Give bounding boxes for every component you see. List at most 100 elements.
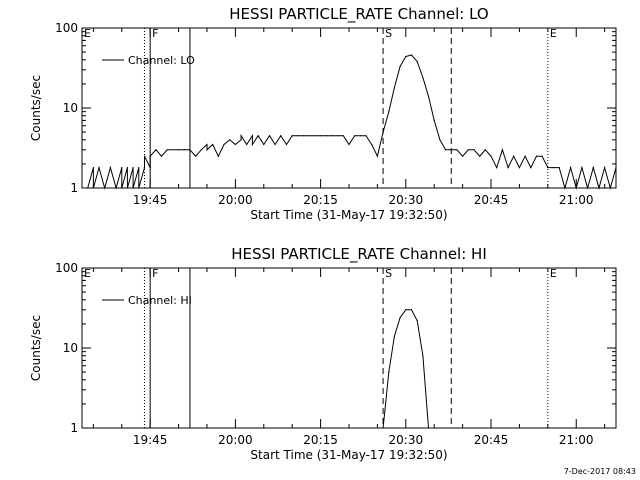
data-point	[371, 143, 373, 146]
data-point	[405, 55, 407, 58]
data-point	[195, 155, 197, 157]
data-point	[274, 143, 276, 146]
data-point	[450, 149, 452, 151]
data-point	[183, 149, 185, 151]
data-point	[92, 167, 94, 169]
data-point	[604, 167, 606, 169]
series-line	[382, 309, 429, 429]
y-tick-label: 10	[63, 341, 78, 355]
y-tick-label: 1	[70, 421, 78, 435]
data-point	[132, 187, 134, 189]
y-tick-label: 100	[55, 21, 78, 35]
data-point	[552, 167, 555, 169]
x-tick-label: 20:45	[474, 433, 509, 447]
event-marker-label: F	[152, 267, 158, 280]
y-axis-title: Counts/sec	[29, 75, 43, 141]
data-point	[427, 95, 430, 97]
event-marker-label: S	[385, 27, 392, 40]
x-tick-label: 19:45	[133, 433, 168, 447]
data-point	[467, 149, 469, 151]
data-point	[473, 149, 475, 151]
legend-label: Channel: LO	[128, 54, 195, 67]
data-point	[427, 427, 430, 429]
data-point	[206, 143, 208, 146]
data-point	[166, 149, 168, 151]
chart-title: HESSI PARTICLE_RATE Channel: HI	[231, 245, 487, 264]
data-point	[348, 143, 350, 146]
data-point	[456, 149, 458, 151]
data-point	[206, 149, 208, 151]
data-point	[518, 167, 521, 169]
x-axis-title: Start Time (31-May-17 19:32:50)	[250, 208, 447, 222]
data-point	[496, 167, 498, 169]
data-point	[240, 139, 242, 141]
data-point	[138, 187, 140, 189]
data-point	[149, 167, 151, 169]
event-marker-label: E	[550, 27, 557, 40]
data-point	[160, 155, 163, 157]
data-point	[121, 167, 123, 169]
data-point	[587, 187, 589, 189]
data-point	[439, 139, 441, 141]
data-point	[445, 149, 447, 151]
timestamp-label: 7-Dec-2017 08:43	[564, 467, 636, 476]
x-tick-label: 20:30	[389, 193, 424, 207]
x-tick-label: 20:30	[389, 433, 424, 447]
data-point	[115, 187, 117, 189]
x-tick-label: 20:15	[303, 433, 338, 447]
data-point	[399, 317, 401, 319]
data-point	[342, 135, 344, 137]
data-point	[109, 167, 111, 169]
plot-frame	[81, 267, 617, 429]
x-tick-label: 21:00	[559, 193, 594, 207]
data-point	[581, 167, 583, 169]
data-point	[382, 427, 384, 429]
data-point	[303, 135, 305, 137]
data-point	[263, 143, 265, 146]
data-point	[155, 149, 157, 151]
data-point	[291, 135, 293, 137]
data-point	[609, 187, 611, 189]
data-point	[149, 155, 151, 157]
data-point	[410, 54, 413, 56]
data-point	[410, 309, 413, 311]
data-point	[376, 155, 378, 157]
x-tick-label: 21:00	[559, 433, 594, 447]
data-point	[484, 149, 486, 151]
event-marker-label: F	[152, 27, 158, 40]
data-point	[558, 167, 560, 169]
data-point	[490, 155, 492, 157]
data-point	[223, 143, 225, 146]
data-point	[268, 135, 271, 137]
data-point	[365, 135, 367, 137]
y-tick-label: 1	[70, 181, 78, 195]
y-tick-label: 10	[63, 101, 78, 115]
chart-title: HESSI PARTICLE_RATE Channel: LO	[229, 5, 488, 24]
data-point	[320, 135, 322, 137]
data-point	[189, 149, 191, 151]
data-point	[143, 167, 146, 169]
event-marker-label: E	[550, 267, 557, 280]
data-point	[382, 131, 384, 133]
data-point	[513, 155, 515, 157]
data-point	[405, 309, 407, 311]
series-line	[87, 54, 617, 190]
chart-panel-1: HESSI PARTICLE_RATE Channel: LO 1 10 100 Cou…	[29, 5, 617, 222]
data-point	[422, 77, 424, 79]
data-point	[87, 187, 89, 189]
y-tick-label: 100	[55, 261, 78, 275]
data-point	[138, 167, 140, 169]
chart-panel-2: HESSI PARTICLE_RATE Channel: HI 1 10 100 Cou…	[29, 245, 617, 462]
data-point	[393, 335, 395, 337]
x-axis-title: Start Time (31-May-17 19:32:50)	[250, 448, 447, 462]
x-tick-label: 20:15	[303, 193, 338, 207]
data-point	[229, 139, 231, 141]
data-point	[234, 143, 236, 146]
data-point	[507, 167, 509, 169]
data-point	[308, 135, 310, 137]
data-point	[479, 155, 481, 157]
x-tick-label: 20:00	[218, 433, 253, 447]
legend-label: Channel: HI	[128, 294, 192, 307]
data-point	[251, 135, 253, 137]
